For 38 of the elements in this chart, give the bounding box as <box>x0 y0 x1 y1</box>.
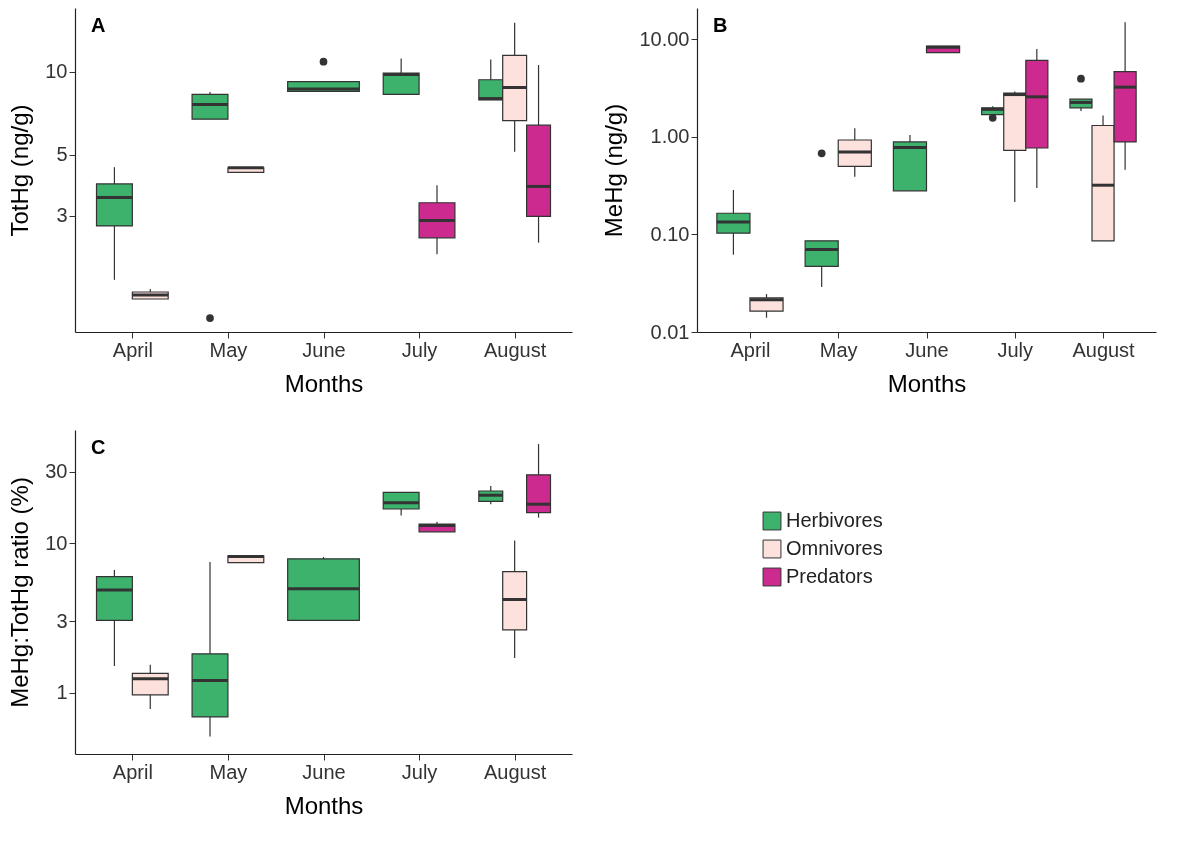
chart-title: A <box>91 14 106 36</box>
x-axis-title: Months <box>284 791 364 819</box>
y-tick-label: 5 <box>56 143 68 166</box>
y-axis-title: MeHg (ng/g) <box>600 103 628 238</box>
legend-label: Predators <box>786 565 873 587</box>
y-tick-label: 3 <box>56 609 68 632</box>
y-tick-label: 30 <box>45 460 68 483</box>
x-tick-label: July <box>401 338 438 361</box>
x-tick-label: June <box>905 338 949 361</box>
x-tick-label: July <box>401 760 438 783</box>
x-tick-label: May <box>209 338 248 361</box>
x-tick-label: April <box>112 760 153 783</box>
y-tick-label: 1.00 <box>650 125 690 148</box>
x-tick-label: April <box>730 338 771 361</box>
chart-title: C <box>91 436 106 458</box>
x-tick-label: August <box>484 338 547 361</box>
y-tick-label: 3 <box>56 204 68 227</box>
legend-label: Herbivores <box>786 509 883 531</box>
y-tick-label: 1 <box>56 681 68 704</box>
x-tick-label: August <box>484 760 547 783</box>
y-tick-label: 10 <box>45 531 68 554</box>
y-tick-label: 10 <box>45 60 68 83</box>
chart-title: B <box>713 14 728 36</box>
x-tick-label: June <box>302 760 346 783</box>
x-tick-label: July <box>997 338 1034 361</box>
legend-label: Omnivores <box>786 537 883 559</box>
x-tick-label: April <box>112 338 153 361</box>
y-tick-label: 0.10 <box>650 222 690 245</box>
x-tick-label: June <box>302 338 346 361</box>
x-tick-label: May <box>819 338 858 361</box>
y-tick-label: 0.01 <box>650 320 690 343</box>
x-axis-title: Months <box>887 369 967 397</box>
x-axis-title: Months <box>284 369 364 397</box>
x-tick-label: August <box>1072 338 1136 361</box>
y-tick-label: 10.00 <box>639 27 690 50</box>
x-tick-label: May <box>209 760 248 783</box>
y-axis-title: TotHg (ng/g) <box>6 104 34 237</box>
y-axis-title: MeHg:TotHg ratio (%) <box>6 477 34 708</box>
